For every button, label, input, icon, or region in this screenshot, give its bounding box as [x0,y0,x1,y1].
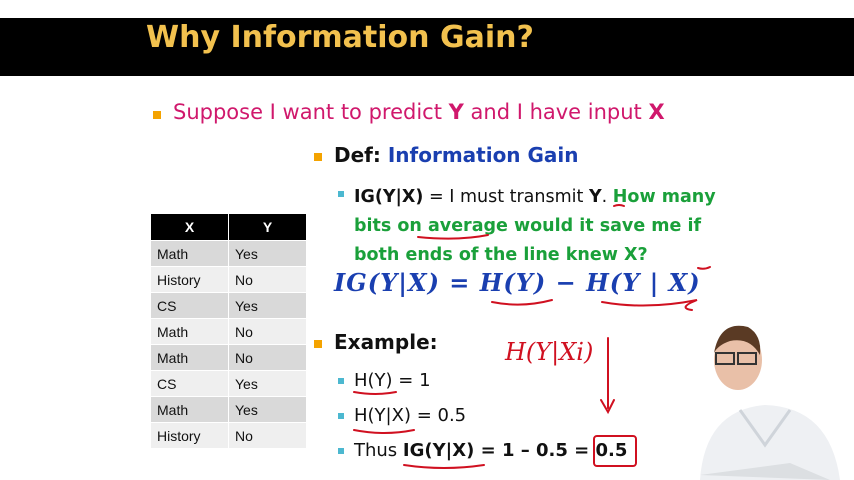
underline-y [613,204,625,207]
ig-y: Y [588,187,602,207]
bullet-icon [153,111,161,119]
tick-mark [697,266,711,270]
ig-text: = I must transmit [423,187,589,207]
table-row: Math Yes [150,240,307,267]
example-hyx: H(Y|X) = 0.5 [354,405,467,426]
underline-bits-on [417,234,489,240]
presenter-video [700,325,840,480]
annotation-text: H(Y|Xi) [504,338,593,367]
example-thus: Thus IG(Y|X) = 1 – 0.5 = 0.5 [354,440,627,461]
cell-x: CS [150,292,229,319]
cell-y: No [228,266,307,293]
cell-y: Yes [228,292,307,319]
ig-formula: IG(Y|X) = H(Y) − H(Y | X) [334,268,701,297]
underline-ex-hy [353,391,397,395]
cell-y: Yes [228,396,307,423]
ig-dot: . [601,187,613,207]
cell-y: No [228,318,307,345]
bullet-text: Suppose I want to predict [173,100,449,124]
cell-y: No [228,344,307,371]
underline-thus [403,464,485,469]
sub-bullet-icon [338,191,344,197]
header-y: Y [228,213,307,241]
def-label: Def: [334,143,388,167]
ig-explanation: IG(Y|X) = I must transmit Y. How many bi… [354,183,734,270]
def-term: Information Gain [387,143,579,167]
var-x: X [648,100,665,124]
sub-bullet-icon [338,448,344,454]
table-row: History No [150,266,307,293]
ig-lhs: IG(Y|X) [354,187,424,207]
cell-y: Yes [228,240,307,267]
sub-bullet-icon [338,378,344,384]
result-box [593,435,637,467]
ig-question: How many bits on average would it save m… [354,187,716,265]
cell-x: CS [150,370,229,397]
underline-ex-hyx [353,429,415,434]
bullet-text-mid: and I have input [463,100,649,124]
thus-result: IG(Y|X) = 1 – 0.5 = 0.5 [402,440,628,461]
underline-hyx [601,299,698,311]
cell-y: No [228,422,307,449]
underline-hy [491,299,553,306]
table-row: CS Yes [150,292,307,319]
var-y: Y [448,100,464,124]
definition-line: Def: Information Gain [334,143,579,167]
example-label: Example: [334,330,438,354]
cell-x: Math [150,396,229,423]
title-bar [0,18,854,76]
example-hy: H(Y) = 1 [354,370,431,391]
thus-text: Thus [354,440,403,461]
data-table: X Y Math Yes History No CS Yes Math No Math N… [150,213,307,449]
sub-bullet-icon [338,413,344,419]
table-row: Math No [150,318,307,345]
bullet-icon [314,153,322,161]
bullet-icon [314,340,322,348]
cell-x: History [150,422,229,449]
bullet-suppose: Suppose I want to predict Y and I have i… [173,100,665,124]
cell-x: Math [150,240,229,267]
table-row: Math Yes [150,396,307,423]
cell-y: Yes [228,370,307,397]
table-row: History No [150,422,307,449]
table-row: CS Yes [150,370,307,397]
hand-arrow [600,337,615,415]
slide-title: Why Information Gain? [146,20,534,55]
